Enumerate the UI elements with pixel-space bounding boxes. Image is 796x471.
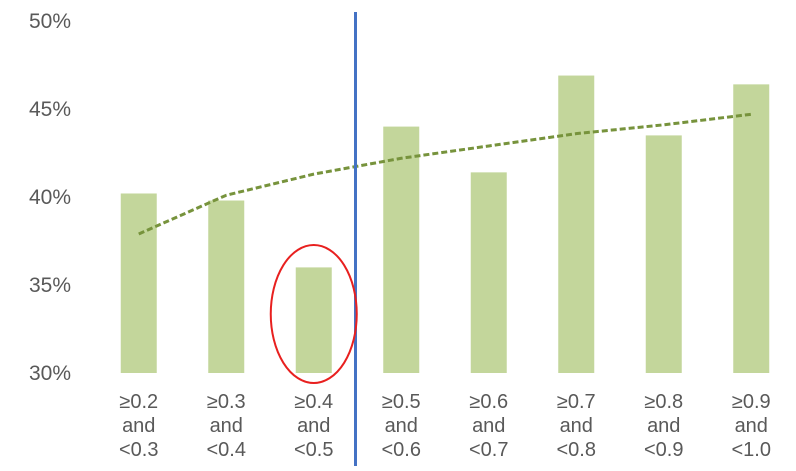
trendline <box>138 112 752 236</box>
x-tick-label: and <box>122 415 155 437</box>
bar <box>208 200 245 373</box>
x-tick-label: ≥0.9 <box>732 391 771 413</box>
x-tick-label: <0.8 <box>557 439 596 461</box>
x-tick-label: and <box>472 415 505 437</box>
x-tick-label: <0.4 <box>207 439 246 461</box>
x-tick-label: <0.6 <box>382 439 421 461</box>
bar <box>645 135 682 373</box>
y-tick-label: 40% <box>29 186 71 209</box>
x-tick-label: ≥0.6 <box>469 391 508 413</box>
x-tick-label: <0.9 <box>644 439 683 461</box>
bar <box>295 267 332 373</box>
x-tick-label: <0.7 <box>469 439 508 461</box>
bar <box>120 193 157 373</box>
y-tick-label: 35% <box>29 274 71 297</box>
x-tick-label: ≥0.2 <box>119 391 158 413</box>
x-tick-label: and <box>735 415 768 437</box>
bar <box>470 172 507 373</box>
x-tick-label: ≥0.5 <box>382 391 421 413</box>
x-tick-label: <1.0 <box>732 439 771 461</box>
y-tick-label: 30% <box>29 362 71 385</box>
x-tick-label: <0.3 <box>119 439 158 461</box>
bar <box>733 84 770 374</box>
bar <box>383 126 420 373</box>
x-tick-label: and <box>210 415 243 437</box>
y-tick-label: 50% <box>29 10 71 33</box>
x-tick-label: and <box>385 415 418 437</box>
bar <box>558 75 595 373</box>
highlight-circle <box>269 244 358 384</box>
x-tick-label: ≥0.3 <box>207 391 246 413</box>
y-tick-label: 45% <box>29 98 71 121</box>
x-tick-label: <0.5 <box>294 439 333 461</box>
x-tick-label: and <box>297 415 330 437</box>
x-tick-label: ≥0.8 <box>644 391 683 413</box>
x-tick-label: ≥0.4 <box>294 391 333 413</box>
x-tick-label: and <box>560 415 593 437</box>
x-tick-label: and <box>647 415 680 437</box>
x-tick-label: ≥0.7 <box>557 391 596 413</box>
